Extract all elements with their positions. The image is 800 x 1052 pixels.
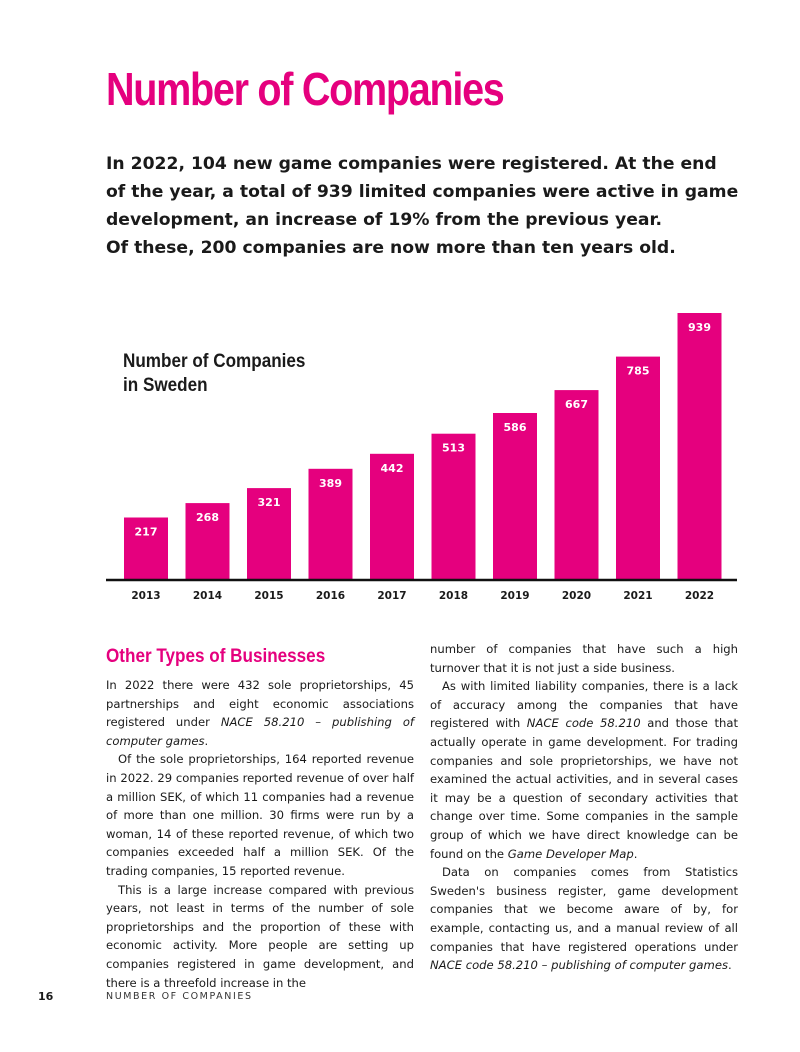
section-subheading: Other Types of Businesses (106, 646, 326, 667)
x-tick-label-2017: 2017 (377, 590, 406, 602)
bar-2016 (308, 468, 353, 579)
bar-2015 (247, 488, 291, 579)
x-tick-label-2019: 2019 (500, 590, 529, 602)
data-label-2020: 667 (565, 398, 588, 411)
bar-2020 (554, 390, 599, 579)
body-paragraph: In 2022 there were 432 sole proprietorsh… (106, 678, 414, 748)
chart-title-line: in Sweden (123, 375, 208, 396)
body-column-left: Other Types of Businesses In 2022 there … (106, 640, 414, 992)
body-paragraph: Of the sole proprietorships, 164 reporte… (106, 752, 414, 878)
bar-2017 (370, 453, 414, 579)
x-tick-label-2014: 2014 (193, 590, 222, 602)
chart-title-line: Number of Companies (123, 351, 306, 372)
data-label-2016: 389 (319, 477, 342, 490)
lead-line: development, an increase of 19% from the… (106, 210, 663, 230)
body-paragraph: number of companies that have such a hig… (430, 642, 738, 675)
chart-title: Number of Companies in Sweden (123, 350, 305, 398)
data-label-2021: 785 (627, 365, 650, 378)
bar-2022 (677, 313, 722, 579)
page-title: Number of Companies (106, 63, 505, 115)
bar-2014 (185, 503, 230, 579)
body-paragraph: Data on companies comes from Statistics … (430, 865, 738, 973)
x-tick-label-2015: 2015 (254, 590, 283, 602)
data-label-2014: 268 (196, 511, 219, 524)
body-paragraph: This is a large increase compared with p… (106, 882, 414, 990)
page-number: 16 (38, 990, 54, 1003)
x-tick-label-2013: 2013 (131, 590, 160, 602)
bar-2018 (431, 433, 476, 579)
lead-line: Of these, 200 companies are now more tha… (106, 238, 676, 258)
data-label-2017: 442 (381, 462, 404, 475)
bar-2013 (124, 517, 168, 579)
x-tick-label-2018: 2018 (439, 590, 468, 602)
x-tick-label-2020: 2020 (562, 590, 591, 602)
bar-2021 (616, 356, 660, 579)
x-tick-label-2021: 2021 (623, 590, 652, 602)
x-tick-label-2016: 2016 (316, 590, 345, 602)
lead-paragraph: In 2022, 104 new game companies were reg… (106, 150, 739, 262)
data-label-2013: 217 (135, 526, 158, 539)
bar-2019 (493, 413, 537, 579)
lead-line: In 2022, 104 new game companies were reg… (106, 154, 717, 174)
body-column-right: number of companies that have such a hig… (430, 640, 738, 975)
x-tick-label-2022: 2022 (685, 590, 714, 602)
lead-line: of the year, a total of 939 limited comp… (106, 182, 739, 202)
data-label-2015: 321 (258, 496, 281, 509)
data-label-2022: 939 (688, 321, 711, 334)
footer-section-label: NUMBER OF COMPANIES (106, 991, 253, 1002)
body-paragraph: As with limited liability companies, the… (430, 679, 739, 861)
data-label-2018: 513 (442, 442, 465, 455)
data-label-2019: 586 (504, 421, 527, 434)
